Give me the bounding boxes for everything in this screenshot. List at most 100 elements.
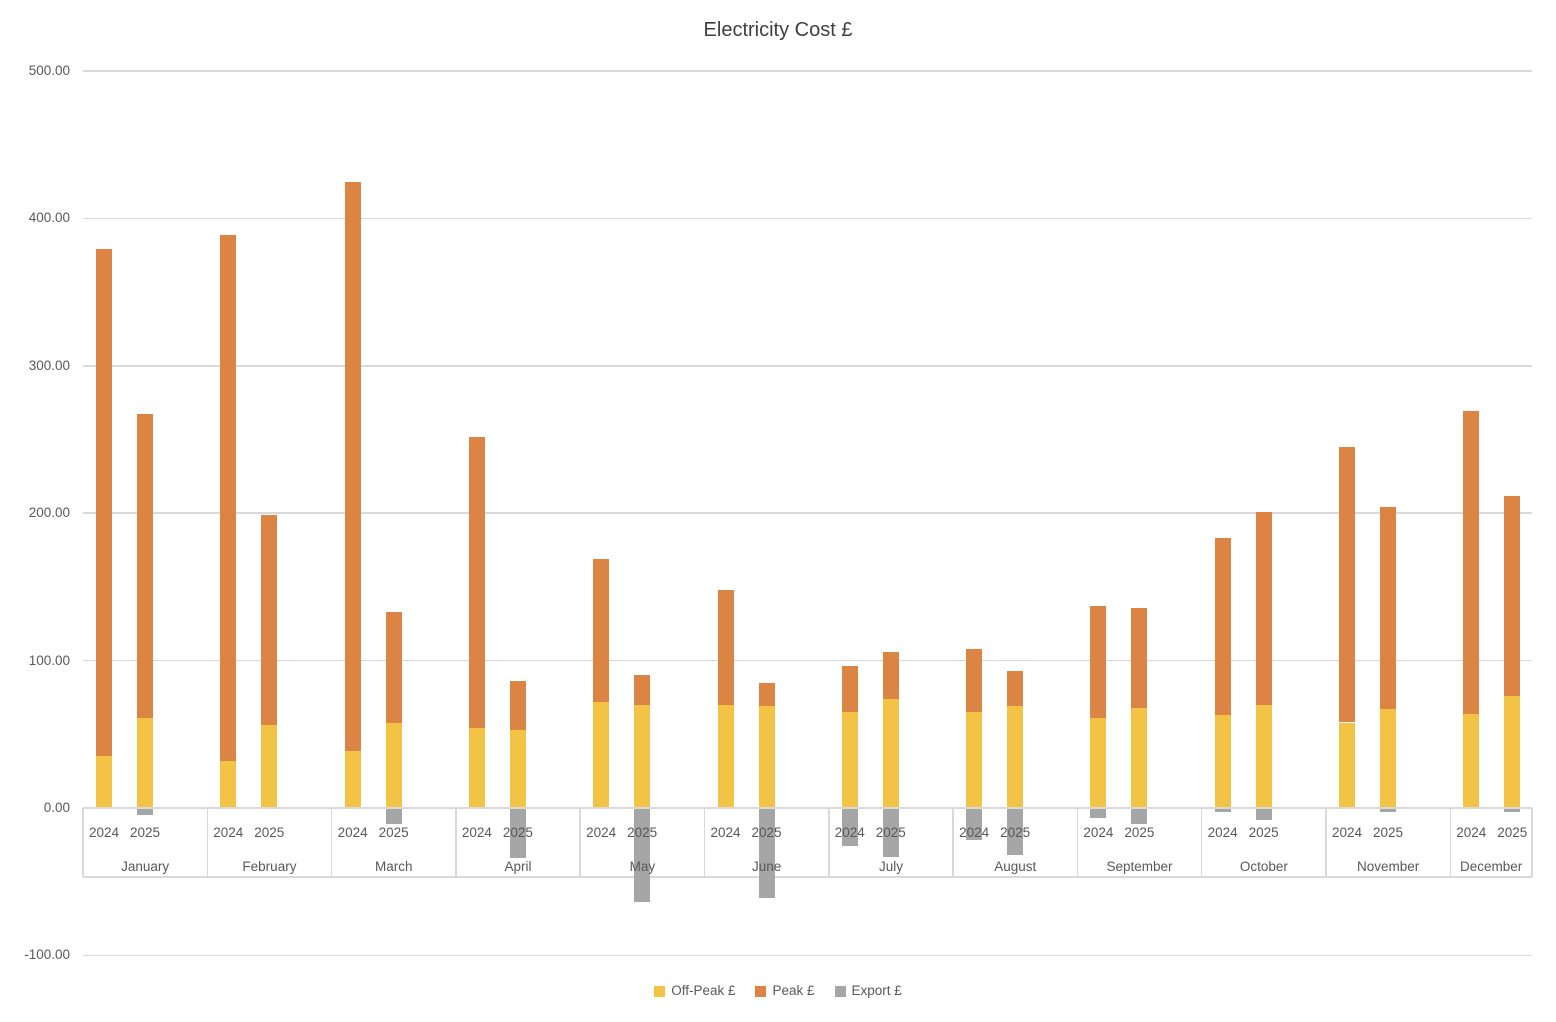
bar-offpeak-2025-December xyxy=(1504,695,1521,808)
month-cell-divider xyxy=(579,808,581,877)
bar-peak-2024-June xyxy=(717,589,734,705)
bar-peak-2025-May xyxy=(634,675,651,705)
legend-swatch-icon xyxy=(755,985,767,997)
bar-offpeak-2025-January xyxy=(137,718,153,808)
month-cell-divider xyxy=(206,808,209,877)
bar-peak-2024-December xyxy=(1463,411,1480,714)
gridline--100 xyxy=(83,954,1532,957)
month-cell-divider xyxy=(1531,808,1533,877)
bar-peak-2024-September xyxy=(1090,606,1107,719)
bar-export-2025-December xyxy=(1504,808,1521,813)
month-cell-divider xyxy=(1200,808,1203,877)
y-tick-label-300: 300.00 xyxy=(28,357,70,373)
bar-offpeak-2024-December xyxy=(1463,713,1480,808)
year-label-April-2024: 2024 xyxy=(461,825,492,840)
bar-export-2024-July xyxy=(841,808,858,847)
month-label-June: June xyxy=(752,859,782,874)
bar-export-2025-November xyxy=(1380,808,1396,813)
year-label-January-2025: 2025 xyxy=(129,825,161,840)
month-cell-divider xyxy=(828,808,830,877)
bar-peak-2025-January xyxy=(137,414,153,719)
year-label-May-2025: 2025 xyxy=(627,825,658,840)
year-label-November-2024: 2024 xyxy=(1331,825,1363,840)
gridline-300 xyxy=(83,365,1532,367)
bar-export-2025-September xyxy=(1131,808,1148,825)
bar-peak-2024-May xyxy=(593,558,610,702)
year-label-June-2024: 2024 xyxy=(710,825,741,840)
bar-offpeak-2025-October xyxy=(1255,704,1272,808)
bar-offpeak-2024-August xyxy=(966,712,983,808)
month-label-April: April xyxy=(504,859,532,874)
month-label-January: January xyxy=(121,859,170,874)
bar-export-2025-August xyxy=(1007,808,1024,856)
chart-legend: Off-Peak £ Peak £ Export £ xyxy=(0,983,1556,999)
bar-export-2025-July xyxy=(882,808,899,857)
gridline-100 xyxy=(83,659,1532,662)
month-cell-divider xyxy=(1076,808,1079,877)
year-label-November-2025: 2025 xyxy=(1372,825,1404,840)
month-cell-divider xyxy=(330,808,333,877)
year-label-February-2025: 2025 xyxy=(254,825,285,840)
bar-peak-2024-August xyxy=(966,648,983,713)
bar-offpeak-2025-April xyxy=(509,729,526,808)
bar-export-2024-September xyxy=(1090,808,1107,819)
bar-export-2025-January xyxy=(137,808,153,816)
bar-peak-2024-November xyxy=(1339,446,1355,723)
bar-offpeak-2025-September xyxy=(1131,707,1148,808)
gridline-400 xyxy=(83,217,1532,220)
legend-label: Peak £ xyxy=(772,983,815,998)
bar-export-2025-June xyxy=(758,808,775,898)
bar-peak-2024-January xyxy=(96,249,112,757)
year-label-May-2024: 2024 xyxy=(586,825,617,840)
year-label-July-2024: 2024 xyxy=(834,825,865,840)
year-label-January-2024: 2024 xyxy=(88,825,120,840)
month-label-August: August xyxy=(994,859,1037,874)
bar-peak-2024-October xyxy=(1214,538,1231,716)
bar-peak-2024-April xyxy=(468,436,485,729)
bar-export-2025-April xyxy=(509,808,526,859)
year-label-February-2024: 2024 xyxy=(213,825,244,840)
year-label-April-2025: 2025 xyxy=(502,825,533,840)
month-label-December: December xyxy=(1460,859,1523,874)
y-tick-label-0: 0.00 xyxy=(43,800,70,815)
bar-offpeak-2024-October xyxy=(1214,715,1231,808)
bar-peak-2025-June xyxy=(758,682,775,707)
bar-peak-2025-November xyxy=(1380,507,1396,710)
legend-item-peak: Peak £ xyxy=(755,983,815,999)
year-label-July-2025: 2025 xyxy=(875,825,906,840)
y-tick-label-100: 100.00 xyxy=(28,652,70,668)
bar-offpeak-2025-June xyxy=(758,706,775,808)
month-label-October: October xyxy=(1239,859,1288,874)
month-cell-divider xyxy=(703,808,706,877)
year-label-August-2024: 2024 xyxy=(959,825,990,840)
month-cell-divider xyxy=(1449,808,1452,877)
month-label-February: February xyxy=(242,859,297,874)
bar-peak-2025-July xyxy=(882,651,899,699)
bar-offpeak-2025-May xyxy=(634,704,651,808)
month-label-July: July xyxy=(878,859,903,874)
year-label-October-2025: 2025 xyxy=(1248,825,1279,840)
bar-offpeak-2024-April xyxy=(468,728,485,808)
month-cell-divider xyxy=(82,808,84,877)
bar-peak-2024-July xyxy=(841,666,858,713)
bar-export-2025-March xyxy=(385,808,402,825)
legend-item-export: Export £ xyxy=(834,983,902,999)
bar-offpeak-2024-May xyxy=(593,701,610,808)
bar-export-2024-October xyxy=(1214,808,1231,813)
year-label-December-2024: 2024 xyxy=(1456,825,1487,840)
bar-offpeak-2025-July xyxy=(882,698,899,808)
bar-peak-2024-February xyxy=(220,234,237,761)
month-label-March: March xyxy=(374,859,413,874)
month-cell-divider xyxy=(455,808,457,877)
bar-export-2025-May xyxy=(634,808,651,903)
legend-label: Export £ xyxy=(851,983,902,998)
year-label-September-2025: 2025 xyxy=(1124,825,1155,840)
month-label-May: May xyxy=(629,859,656,874)
year-label-August-2025: 2025 xyxy=(1000,825,1031,840)
bar-offpeak-2025-August xyxy=(1007,706,1024,808)
bar-offpeak-2024-July xyxy=(841,712,858,808)
y-tick-label-200: 200.00 xyxy=(28,505,70,521)
bar-offpeak-2025-November xyxy=(1380,709,1396,808)
bar-peak-2025-March xyxy=(385,611,402,723)
